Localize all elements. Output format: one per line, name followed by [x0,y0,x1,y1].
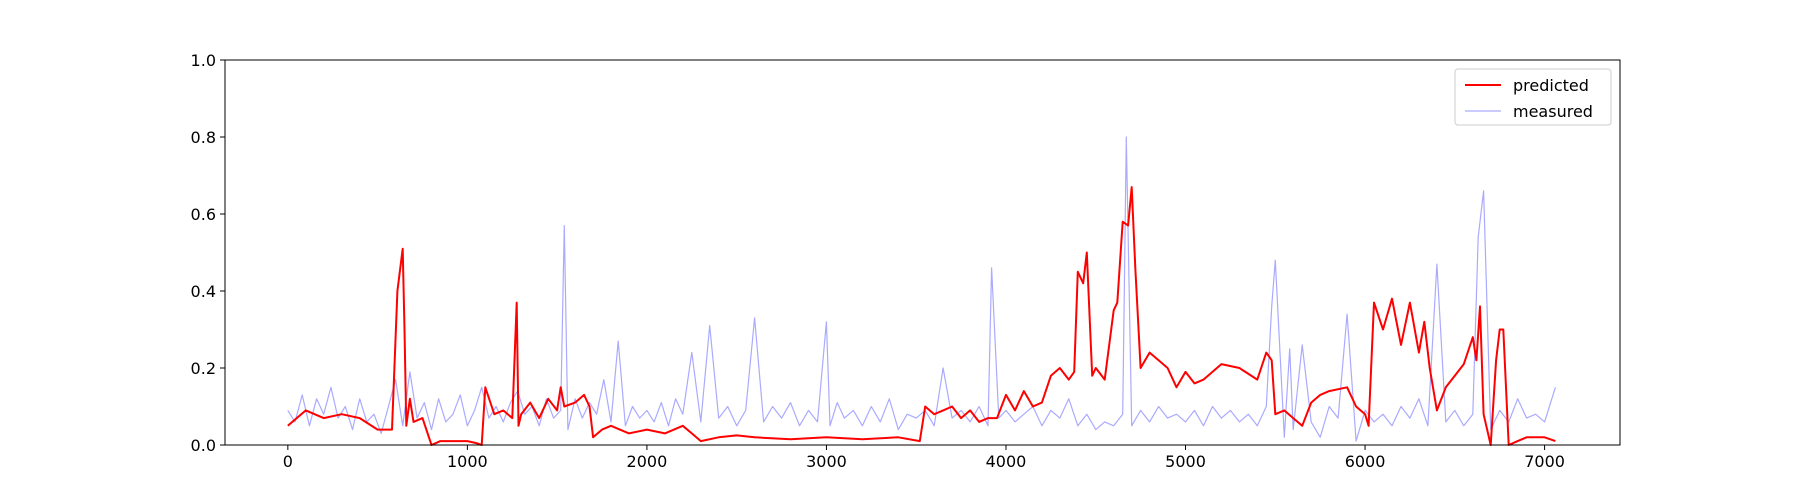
legend-label-predicted: predicted [1513,76,1589,95]
y-tick-label: 0.0 [191,436,216,455]
series-line-measured [287,136,1556,442]
legend-label-measured: measured [1513,102,1593,121]
x-axis: 0 1000 2000 3000 4000 5000 6000 7000 [283,445,1565,471]
y-tick-label: 0.6 [191,205,216,224]
x-tick-label: 7000 [1524,452,1565,471]
legend: predicted measured [1454,68,1612,126]
y-tick-label: 0.2 [191,359,216,378]
series-layer [287,136,1556,446]
y-tick-label: 0.4 [191,282,216,301]
y-axis: 0.0 0.2 0.4 0.6 0.8 1.0 [191,51,225,455]
series-line-predicted [287,186,1556,446]
x-tick-label: 2000 [627,452,668,471]
x-tick-label: 4000 [986,452,1027,471]
y-tick-label: 0.8 [191,128,216,147]
y-tick-label: 1.0 [191,51,216,70]
legend-items: predicted measured [1465,76,1593,121]
x-tick-label: 0 [283,452,293,471]
x-tick-label: 3000 [806,452,847,471]
x-tick-label: 1000 [447,452,488,471]
x-tick-label: 5000 [1165,452,1206,471]
plot-frame [224,59,1621,446]
x-tick-label: 6000 [1345,452,1386,471]
